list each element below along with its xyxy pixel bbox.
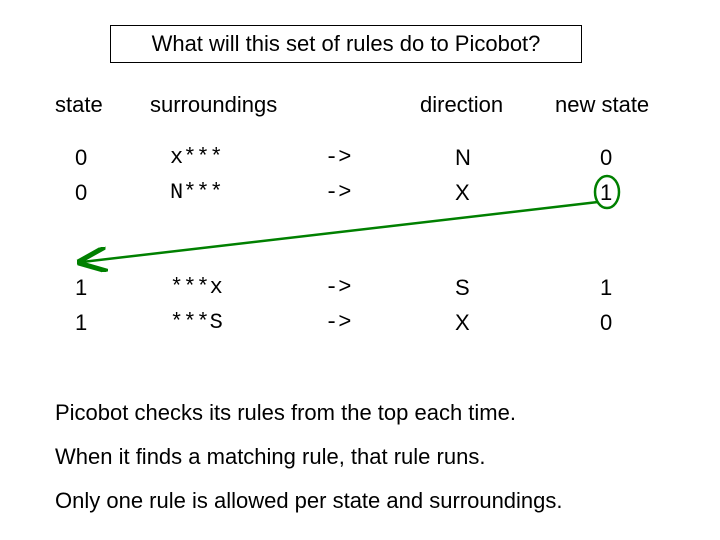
cell-new-state: 0 xyxy=(600,310,612,336)
cell-state: 0 xyxy=(75,145,87,171)
cell-surroundings: ***x xyxy=(170,275,223,300)
rule-row: 1 ***S -> X 0 xyxy=(0,310,720,346)
notes: Picobot checks its rules from the top ea… xyxy=(55,400,563,532)
header-direction: direction xyxy=(420,92,503,118)
header-state: state xyxy=(55,92,103,118)
rule-row: 1 ***x -> S 1 xyxy=(0,275,720,311)
rule-row: 0 N*** -> X 1 xyxy=(0,180,720,216)
cell-surroundings: x*** xyxy=(170,145,223,170)
cell-state: 0 xyxy=(75,180,87,206)
header-surroundings: surroundings xyxy=(150,92,277,118)
cell-surroundings: N*** xyxy=(170,180,223,205)
header-new-state: new state xyxy=(555,92,649,118)
cell-state: 1 xyxy=(75,310,87,336)
cell-new-state: 1 xyxy=(600,180,612,206)
cell-state: 1 xyxy=(75,275,87,301)
rule-row: 0 x*** -> N 0 xyxy=(0,145,720,181)
cell-surroundings: ***S xyxy=(170,310,223,335)
cell-arrow: -> xyxy=(325,275,351,300)
note-line: Only one rule is allowed per state and s… xyxy=(55,488,563,514)
cell-new-state: 0 xyxy=(600,145,612,171)
title-box: What will this set of rules do to Picobo… xyxy=(110,25,582,63)
note-line: When it finds a matching rule, that rule… xyxy=(55,444,563,470)
cell-arrow: -> xyxy=(325,310,351,335)
cell-direction: N xyxy=(455,145,471,171)
title-text: What will this set of rules do to Picobo… xyxy=(152,31,541,57)
cell-direction: X xyxy=(455,310,470,336)
note-line: Picobot checks its rules from the top ea… xyxy=(55,400,563,426)
cell-direction: S xyxy=(455,275,470,301)
cell-arrow: -> xyxy=(325,145,351,170)
cell-arrow: -> xyxy=(325,180,351,205)
cell-new-state: 1 xyxy=(600,275,612,301)
cell-direction: X xyxy=(455,180,470,206)
